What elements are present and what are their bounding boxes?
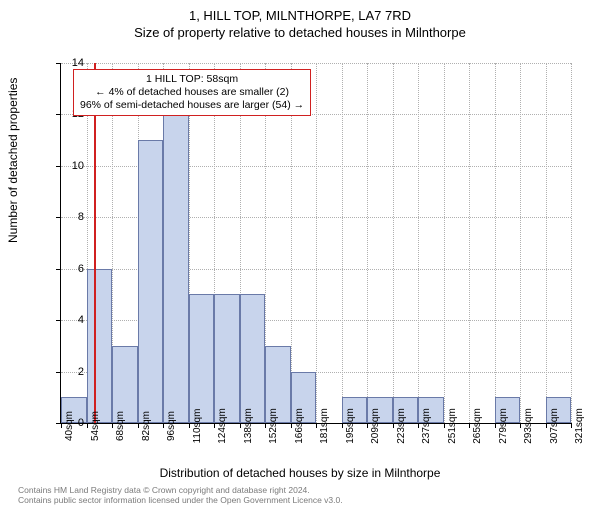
xtick-mark <box>265 423 266 428</box>
annotation-line1: 1 HILL TOP: 58sqm <box>80 73 304 86</box>
gridline-v <box>342 63 343 423</box>
xtick-label: 166sqm <box>294 408 305 444</box>
xtick-label: 279sqm <box>498 408 509 444</box>
xtick-label: 223sqm <box>396 408 407 444</box>
xtick-label: 237sqm <box>421 408 432 444</box>
xtick-label: 40sqm <box>64 411 75 441</box>
histogram-bar <box>240 294 266 423</box>
xtick-mark <box>112 423 113 428</box>
histogram-bar <box>138 140 164 423</box>
xtick-mark <box>291 423 292 428</box>
chart-plot-area: 1 HILL TOP: 58sqm ← 4% of detached house… <box>60 63 571 424</box>
xtick-label: 82sqm <box>141 411 152 441</box>
xtick-mark <box>138 423 139 428</box>
xtick-mark <box>469 423 470 428</box>
xtick-mark <box>240 423 241 428</box>
ytick-label: 10 <box>54 160 84 172</box>
ytick-label: 6 <box>54 263 84 275</box>
histogram-bar <box>163 114 189 423</box>
xtick-mark <box>418 423 419 428</box>
xtick-mark <box>367 423 368 428</box>
xtick-label: 124sqm <box>217 408 228 444</box>
annotation-box: 1 HILL TOP: 58sqm ← 4% of detached house… <box>73 69 311 116</box>
gridline-v <box>367 63 368 423</box>
gridline-v <box>418 63 419 423</box>
xtick-label: 265sqm <box>472 408 483 444</box>
xtick-label: 96sqm <box>166 411 177 441</box>
xtick-label: 181sqm <box>319 408 330 444</box>
xtick-mark <box>520 423 521 428</box>
xtick-label: 54sqm <box>90 411 101 441</box>
histogram-bar <box>189 294 215 423</box>
ytick-label: 2 <box>54 366 84 378</box>
xtick-label: 251sqm <box>447 408 458 444</box>
y-axis-label: Number of detached properties <box>6 78 20 243</box>
xtick-mark <box>546 423 547 428</box>
histogram-bar <box>87 269 113 423</box>
gridline-v <box>316 63 317 423</box>
annotation-line3: 96% of semi-detached houses are larger (… <box>80 99 304 112</box>
xtick-mark <box>495 423 496 428</box>
subtitle: Size of property relative to detached ho… <box>0 25 600 40</box>
histogram-bar <box>214 294 240 423</box>
xtick-label: 195sqm <box>345 408 356 444</box>
xtick-label: 209sqm <box>370 408 381 444</box>
gridline-v <box>469 63 470 423</box>
xtick-label: 110sqm <box>192 409 203 444</box>
xtick-label: 321sqm <box>574 408 585 444</box>
xtick-mark <box>316 423 317 428</box>
xtick-mark <box>163 423 164 428</box>
xtick-mark <box>189 423 190 428</box>
reference-line <box>94 63 96 423</box>
footer-attribution: Contains HM Land Registry data © Crown c… <box>18 486 343 506</box>
xtick-mark <box>393 423 394 428</box>
xtick-label: 68sqm <box>115 411 126 441</box>
xtick-mark <box>342 423 343 428</box>
annotation-line2: ← 4% of detached houses are smaller (2) <box>80 86 304 99</box>
gridline-v <box>495 63 496 423</box>
xtick-mark <box>571 423 572 428</box>
xtick-mark <box>444 423 445 428</box>
gridline-v <box>393 63 394 423</box>
gridline-v <box>546 63 547 423</box>
xtick-label: 293sqm <box>523 408 534 444</box>
gridline-v <box>520 63 521 423</box>
gridline-v <box>444 63 445 423</box>
xtick-label: 138sqm <box>243 408 254 444</box>
x-axis-label: Distribution of detached houses by size … <box>0 466 600 480</box>
ytick-label: 8 <box>54 211 84 223</box>
xtick-mark <box>214 423 215 428</box>
gridline-v <box>571 63 572 423</box>
footer-line2: Contains public sector information licen… <box>18 496 343 506</box>
address-title: 1, HILL TOP, MILNTHORPE, LA7 7RD <box>0 8 600 23</box>
xtick-label: 152sqm <box>268 408 279 444</box>
ytick-label: 14 <box>54 57 84 69</box>
xtick-label: 307sqm <box>549 408 560 444</box>
ytick-label: 4 <box>54 314 84 326</box>
xtick-mark <box>87 423 88 428</box>
gridline-v <box>291 63 292 423</box>
